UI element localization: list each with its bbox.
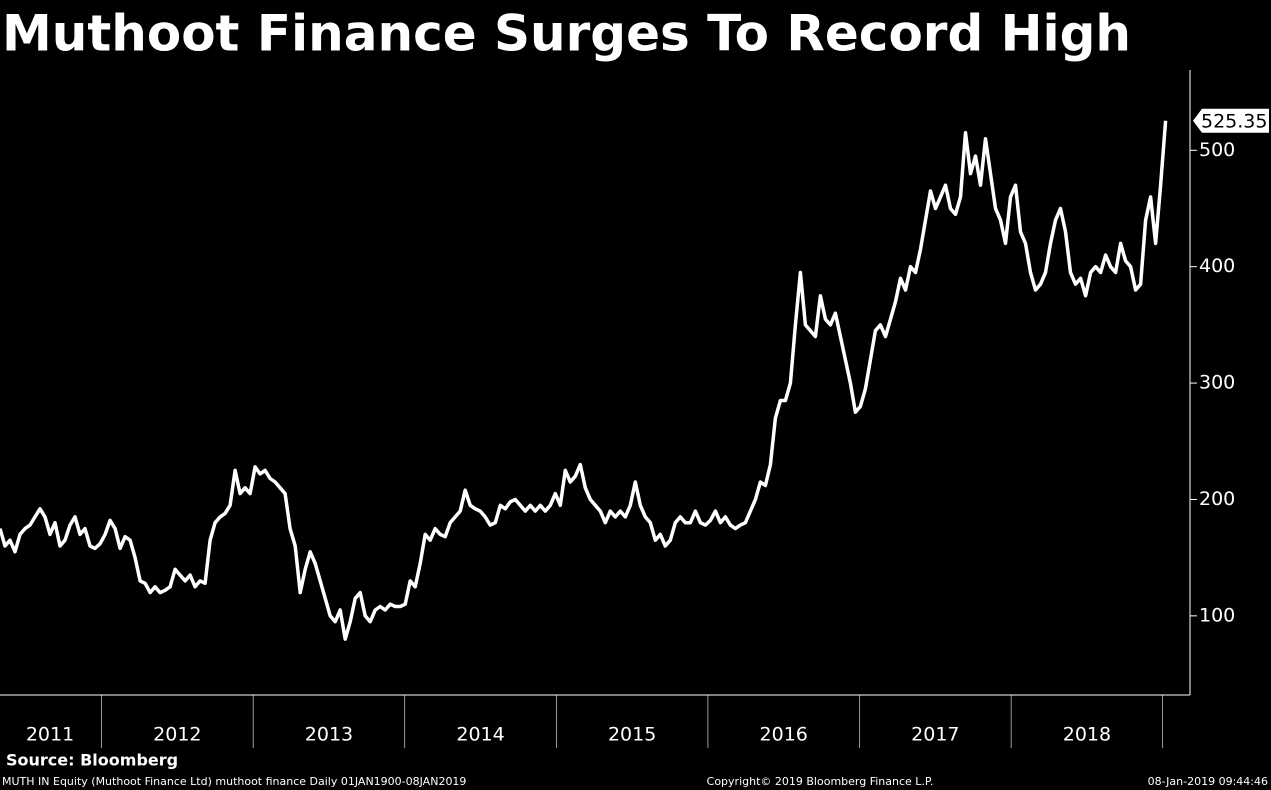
footer-right: 08-Jan-2019 09:44:46 [1148, 775, 1268, 788]
x-tick-label: 2014 [456, 724, 504, 746]
x-tick-label: 2016 [760, 724, 808, 746]
source: Source: Bloomberg [6, 751, 178, 770]
footer-left: MUTH IN Equity (Muthoot Finance Ltd) mut… [2, 775, 466, 788]
y-tick-label: 500 [1199, 139, 1235, 161]
y-tick-label: 300 [1199, 372, 1235, 394]
last-price-tag [1193, 108, 1269, 133]
x-tick-label: 2011 [26, 724, 74, 746]
x-tick-label: 2017 [911, 724, 959, 746]
x-tick-label: 2013 [305, 724, 353, 746]
y-tick-label: 200 [1199, 488, 1235, 510]
x-tick-label: 2015 [608, 724, 656, 746]
chart-title: Muthoot Finance Surges To Record High [2, 5, 1131, 63]
last-price-label: 525.35 [1201, 110, 1267, 132]
y-tick-label: 100 [1199, 604, 1235, 626]
footer-center: Copyright© 2019 Bloomberg Finance L.P. [707, 775, 934, 788]
y-tick-label: 400 [1199, 255, 1235, 277]
x-tick-label: 2012 [153, 724, 201, 746]
price-line [0, 120, 1168, 641]
x-tick-label: 2018 [1063, 724, 1111, 746]
